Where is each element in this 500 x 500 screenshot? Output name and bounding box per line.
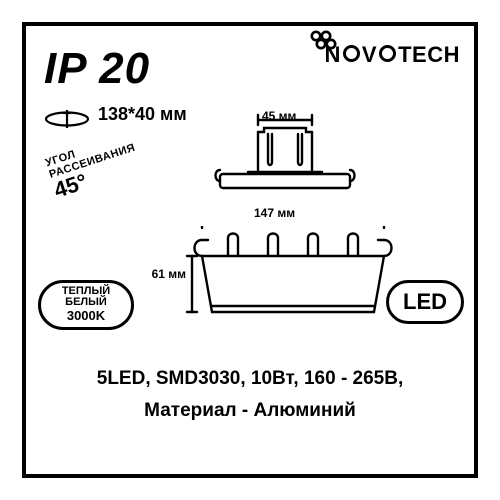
spec-card: IP 20 N V TECH 138*40 мм УГОЛ РАССЕИВАНИ…: [0, 0, 500, 500]
ct-line2: БЕЛЫЙ: [65, 297, 107, 308]
ip-rating: IP 20: [44, 44, 150, 94]
front-view-diagram: [178, 226, 408, 327]
brand-part1: N: [325, 42, 341, 68]
brand-part3: TECH: [398, 42, 460, 68]
brand-o1-icon: [343, 45, 360, 62]
ct-value: 3000K: [67, 308, 105, 324]
brand-o2-icon: [379, 45, 396, 62]
cutout-icon: [44, 110, 90, 133]
color-temp-badge: ТЕПЛЫЙ БЕЛЫЙ 3000K: [38, 280, 134, 330]
front-width-label: 147 мм: [254, 206, 295, 220]
brand-part2: V: [362, 42, 377, 68]
cutout-dimension: 138*40 мм: [98, 104, 187, 125]
brand-logo: N V TECH: [325, 42, 460, 68]
top-view-diagram: [210, 110, 360, 201]
spec-line: 5LED, SMD3030, 10Вт, 160 - 265В,: [0, 368, 500, 390]
material-line: Материал - Алюминий: [0, 400, 500, 422]
